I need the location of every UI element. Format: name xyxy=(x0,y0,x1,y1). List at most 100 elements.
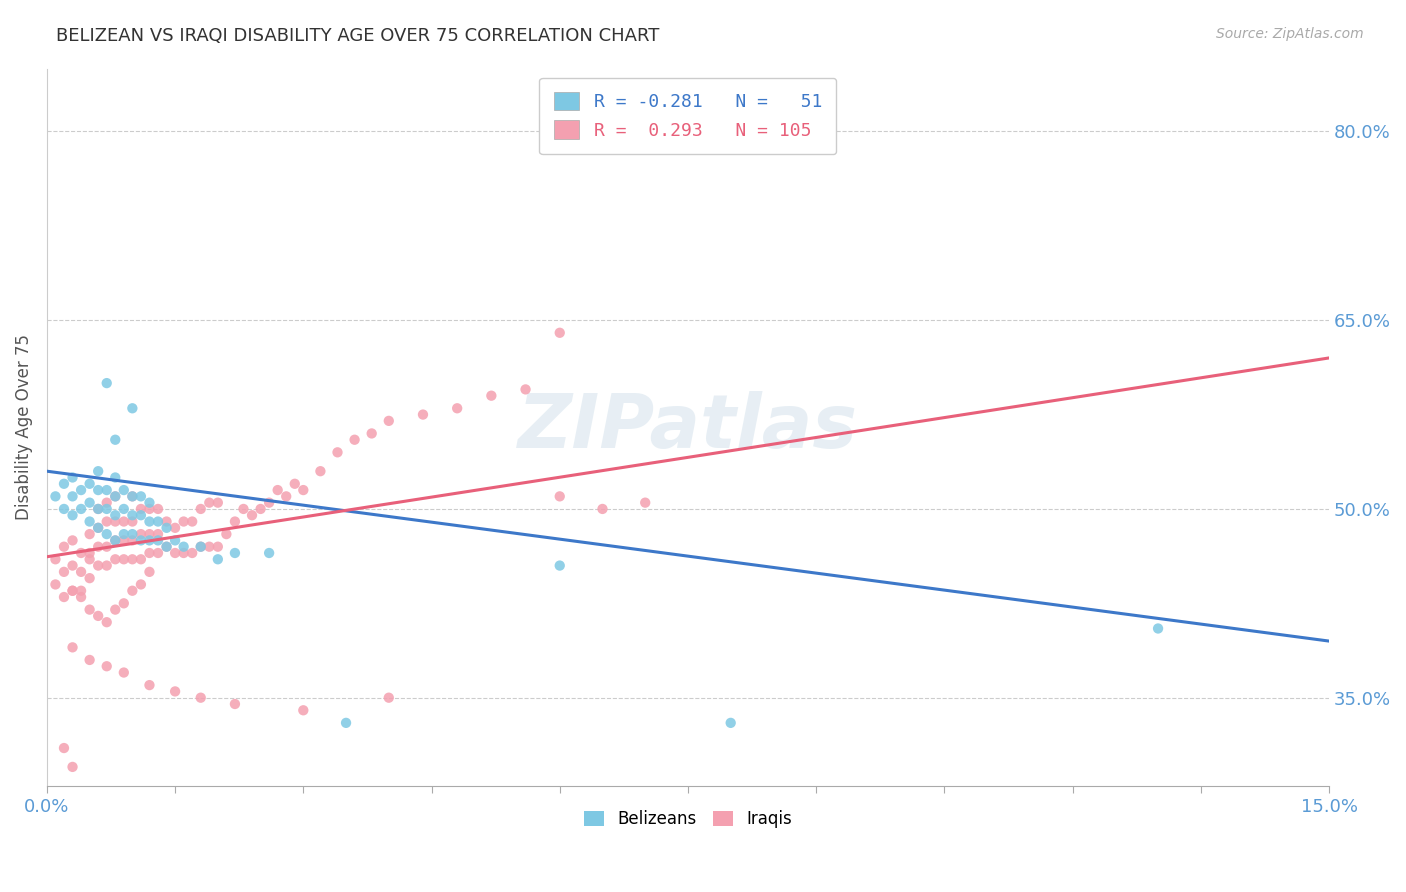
Point xyxy=(96,540,118,554)
Point xyxy=(87,464,110,478)
Point xyxy=(165,546,187,560)
Point xyxy=(121,489,143,503)
Point xyxy=(62,583,84,598)
Point xyxy=(79,804,101,818)
Point xyxy=(129,533,152,548)
Point xyxy=(112,665,135,680)
Point xyxy=(104,602,127,616)
Point xyxy=(326,445,349,459)
Point xyxy=(79,571,101,585)
Point xyxy=(96,659,118,673)
Point xyxy=(249,502,271,516)
Point xyxy=(62,470,84,484)
Point xyxy=(446,401,468,416)
Point xyxy=(378,690,401,705)
Text: Source: ZipAtlas.com: Source: ZipAtlas.com xyxy=(1216,27,1364,41)
Point xyxy=(53,741,76,756)
Point xyxy=(79,602,101,616)
Point xyxy=(112,552,135,566)
Point xyxy=(138,678,160,692)
Point xyxy=(138,546,160,560)
Point xyxy=(87,558,110,573)
Point xyxy=(165,684,187,698)
Point xyxy=(240,508,263,523)
Point xyxy=(129,502,152,516)
Point xyxy=(129,577,152,591)
Point xyxy=(129,552,152,566)
Point xyxy=(96,558,118,573)
Point xyxy=(548,489,571,503)
Point xyxy=(87,521,110,535)
Point xyxy=(87,521,110,535)
Point xyxy=(44,489,66,503)
Point xyxy=(96,376,118,390)
Point xyxy=(515,383,537,397)
Point xyxy=(146,515,169,529)
Point xyxy=(53,565,76,579)
Point xyxy=(121,583,143,598)
Point xyxy=(96,483,118,497)
Point xyxy=(1147,622,1170,636)
Point xyxy=(104,533,127,548)
Point xyxy=(224,697,246,711)
Point xyxy=(70,785,93,799)
Point xyxy=(412,408,434,422)
Point xyxy=(53,502,76,516)
Point xyxy=(87,483,110,497)
Point xyxy=(129,508,152,523)
Point xyxy=(190,540,212,554)
Point xyxy=(70,483,93,497)
Point xyxy=(224,546,246,560)
Point xyxy=(592,502,614,516)
Point xyxy=(121,508,143,523)
Point xyxy=(155,540,177,554)
Point xyxy=(207,540,229,554)
Point xyxy=(104,552,127,566)
Point xyxy=(146,546,169,560)
Point xyxy=(62,508,84,523)
Point xyxy=(53,540,76,554)
Point xyxy=(79,546,101,560)
Point xyxy=(104,433,127,447)
Point xyxy=(207,496,229,510)
Point xyxy=(138,496,160,510)
Point xyxy=(173,546,195,560)
Point xyxy=(87,502,110,516)
Point xyxy=(207,552,229,566)
Point xyxy=(96,502,118,516)
Point xyxy=(257,496,280,510)
Point xyxy=(121,533,143,548)
Point xyxy=(378,414,401,428)
Point xyxy=(104,515,127,529)
Point xyxy=(112,515,135,529)
Point xyxy=(104,489,127,503)
Point xyxy=(479,389,502,403)
Point xyxy=(173,515,195,529)
Text: ZIPatlas: ZIPatlas xyxy=(517,391,858,464)
Point xyxy=(87,540,110,554)
Point xyxy=(146,502,169,516)
Point xyxy=(70,565,93,579)
Point xyxy=(360,426,382,441)
Text: BELIZEAN VS IRAQI DISABILITY AGE OVER 75 CORRELATION CHART: BELIZEAN VS IRAQI DISABILITY AGE OVER 75… xyxy=(56,27,659,45)
Point xyxy=(181,546,204,560)
Point xyxy=(79,653,101,667)
Point xyxy=(138,533,160,548)
Point xyxy=(138,565,160,579)
Point xyxy=(62,533,84,548)
Point xyxy=(173,540,195,554)
Point xyxy=(70,583,93,598)
Point xyxy=(292,703,315,717)
Point xyxy=(138,527,160,541)
Point xyxy=(62,583,84,598)
Point xyxy=(112,527,135,541)
Point xyxy=(276,489,298,503)
Point xyxy=(121,515,143,529)
Y-axis label: Disability Age Over 75: Disability Age Over 75 xyxy=(15,334,32,520)
Point xyxy=(70,502,93,516)
Point xyxy=(62,558,84,573)
Point xyxy=(104,470,127,484)
Legend: Belizeans, Iraqis: Belizeans, Iraqis xyxy=(576,804,799,835)
Point xyxy=(129,527,152,541)
Point xyxy=(224,515,246,529)
